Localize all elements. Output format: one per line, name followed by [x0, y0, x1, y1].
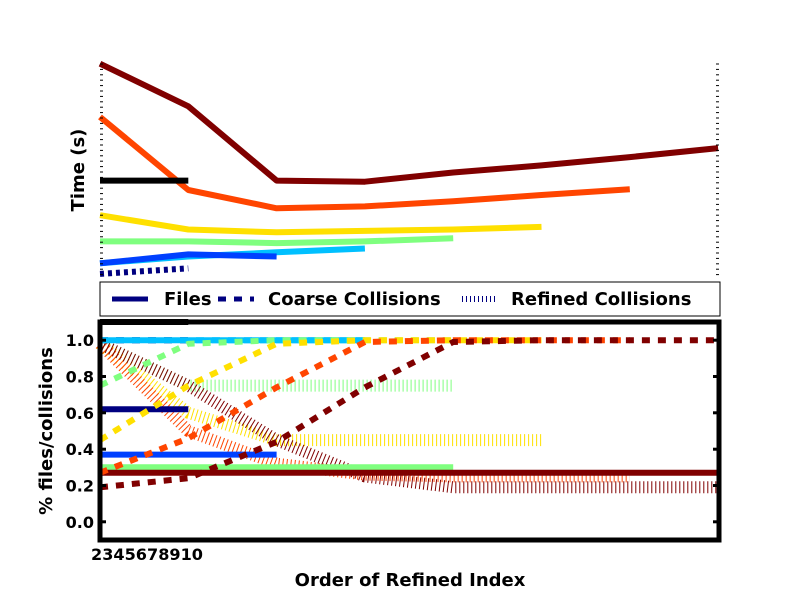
legend: Files Coarse Collisions Refined Collisio…: [99, 281, 721, 317]
legend-refined-label: Refined Collisions: [511, 289, 691, 310]
legend-coarse-label: Coarse Collisions: [268, 289, 441, 310]
fraction-y-tick-label: 0.0: [66, 513, 94, 532]
coarse-collisions-line-2: [98, 337, 454, 389]
fraction-axis-label: % files/collisions: [36, 347, 57, 515]
fraction-y-tick-label: 0.2: [66, 477, 94, 496]
time-series-line-1: [98, 114, 630, 212]
time-panel: Time (s): [68, 60, 719, 277]
time-series-line-2: [99, 212, 542, 236]
time-series-line-5: [99, 251, 277, 267]
fraction-axes-frame: [97, 319, 722, 543]
refined-collisions-line-1: [96, 339, 542, 447]
time-series-group: [98, 60, 719, 277]
time-axis-label: Time (s): [68, 129, 89, 212]
coarse-collisions-line-5: [99, 337, 719, 491]
legend-box: [99, 281, 721, 317]
fraction-y-tick-label: 0.8: [66, 368, 94, 387]
fraction-y-tick-label: 0.4: [66, 440, 94, 459]
x-axis-label: Order of Refined Index: [295, 570, 526, 591]
fraction-y-tick-label: 0.6: [66, 404, 94, 423]
coarse-collisions-line-3: [98, 337, 542, 443]
fraction-panel: 0.0 0.2 0.4 0.6 0.8 1.0 % files/collisions 23…: [36, 319, 722, 591]
x-tick-labels: 2345678910: [91, 545, 203, 564]
time-series-line-0: [98, 60, 719, 185]
fraction-y-tick-label: 1.0: [66, 331, 94, 350]
time-series-line-7: [99, 265, 189, 277]
refined-collisions-line-2: [95, 339, 630, 483]
time-series-line-3: [100, 235, 454, 247]
fraction-y-ticks: 0.0 0.2 0.4 0.6 0.8 1.0: [66, 331, 719, 532]
fraction-series-group: [95, 319, 719, 494]
legend-files-label: Files: [164, 289, 212, 310]
